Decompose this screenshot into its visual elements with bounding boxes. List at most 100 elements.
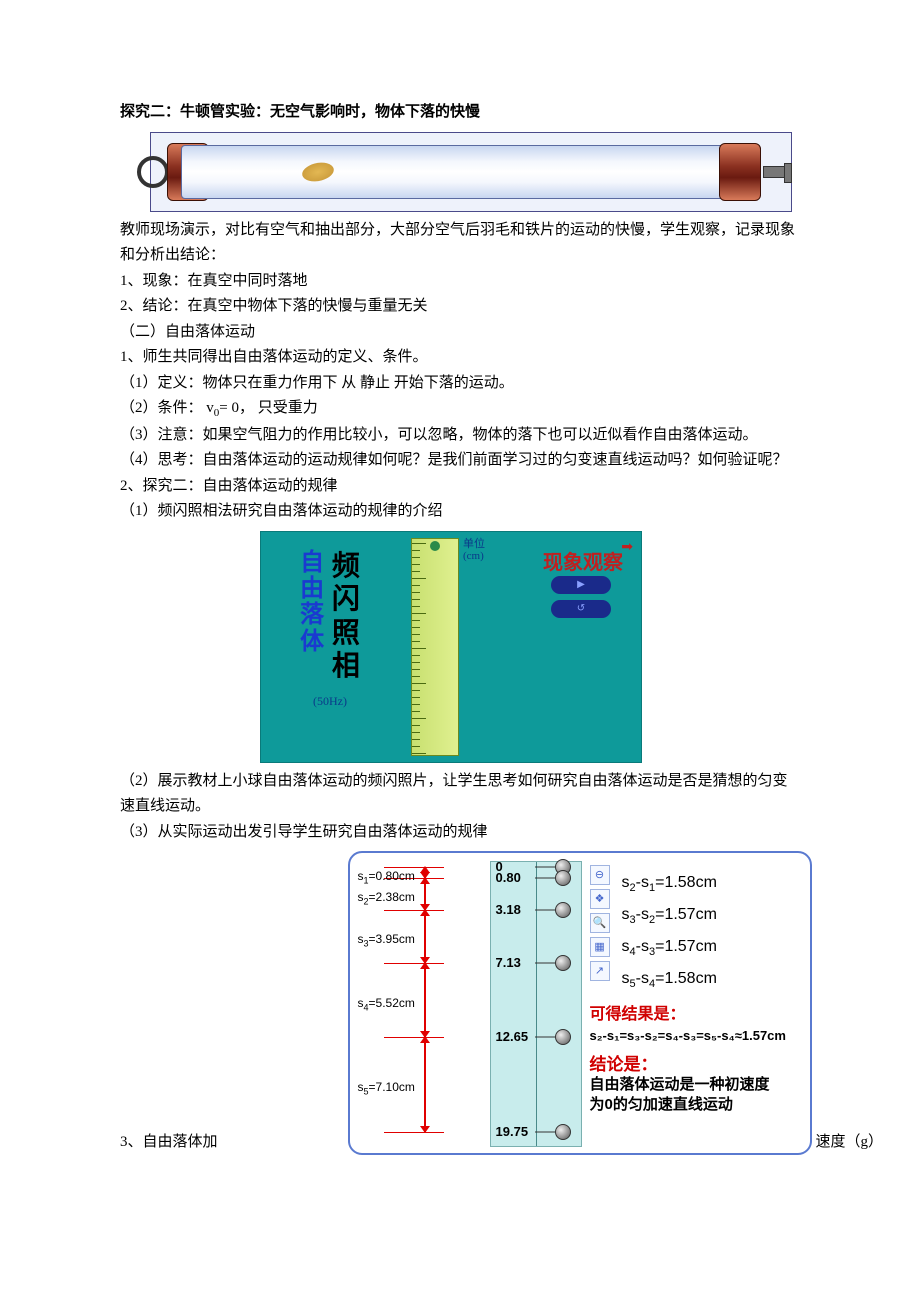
- diff-line: s5-s4=1.58cm: [622, 965, 717, 994]
- position-label: 7.13: [496, 952, 521, 974]
- sec2-2-3: （3）从实际运动出发引导学生研究自由落体运动的规律: [120, 820, 800, 846]
- ruler-tick: [412, 620, 420, 621]
- strobe-title-blue: 自由落体: [300, 550, 324, 656]
- ball-icon: [555, 902, 571, 918]
- sec2-1-1: （1）定义：物体只在重力作用下 从 静止 开始下落的运动。: [120, 371, 800, 397]
- tube-ring-icon: [137, 156, 169, 188]
- tool-icon[interactable]: 🔍: [590, 913, 610, 933]
- red-cross-line: [384, 963, 444, 964]
- red-double-arrow-icon: [424, 878, 426, 910]
- ruler-tick: [412, 564, 420, 565]
- unit-text-1: 单位: [463, 538, 485, 550]
- ruler-tick: [412, 571, 420, 572]
- position-tick: [535, 867, 555, 868]
- ruler-tick: [412, 578, 426, 579]
- sec2-2-2: （2）展示教材上小球自由落体运动的频闪照片，让学生思考如何研究自由落体运动是否是…: [120, 769, 800, 820]
- ruler-tick: [412, 606, 420, 607]
- position-label: 0.80: [496, 867, 521, 889]
- ruler-tick: [412, 746, 420, 747]
- sec2-2: 2、探究二：自由落体运动的规律: [120, 474, 800, 500]
- position-tick: [535, 909, 555, 910]
- sec2-1-2-prefix: （2）条件： v: [120, 400, 214, 416]
- s-label: s4=5.52cm: [358, 993, 415, 1016]
- stroboscope-figure: ➡ 自由落体 频闪照相 (50Hz) 单位 (cm) 现象观察 ▶ ↺: [260, 531, 800, 763]
- conclusion-text-2: 为0的匀加速直线运动: [590, 1096, 733, 1113]
- ruler-tick: [412, 655, 420, 656]
- ruler-center-line: [536, 862, 537, 1146]
- ruler-tick: [412, 662, 420, 663]
- position-tick: [535, 1131, 555, 1132]
- line3-left: 3、自由落体加: [120, 1130, 218, 1156]
- sec2-1-2: （2）条件： v0= 0， 只受重力: [120, 396, 800, 423]
- conclusion-line: 2、结论：在真空中物体下落的快慢与重量无关: [120, 294, 800, 320]
- s-label: s3=3.95cm: [358, 929, 415, 952]
- sec2-1-3: （3）注意：如果空气阻力的作用比较小，可以忽略，物体的落下也可以近似看作自由落体…: [120, 423, 800, 449]
- line3-right: 速度（g）: [816, 1130, 884, 1156]
- ruler-tick: [412, 711, 420, 712]
- conclusion-text: 自由落体运动是一种初速度 为0的匀加速直线运动: [590, 1075, 770, 1114]
- newton-tube-figure: [150, 132, 800, 212]
- ruler-tick: [412, 669, 420, 670]
- ruler-tick: [412, 753, 426, 754]
- strobe-unit-label: 单位 (cm): [463, 538, 485, 562]
- heading-inquiry-2: 探究二：牛顿管实验：无空气影响时，物体下落的快慢: [120, 100, 800, 126]
- strobe-title-black: 频闪照相: [332, 550, 360, 684]
- ball-icon: [555, 870, 571, 886]
- ball-icon: [555, 1029, 571, 1045]
- tool-icon[interactable]: ❖: [590, 889, 610, 909]
- ruler-tick: [412, 690, 420, 691]
- data-figure-wrap: ⊖ ❖ 🔍 ▦ ↗ s2-s1=1.58cm s3-s2=1.57cm s4-s3=1.57…: [348, 851, 812, 1155]
- tool-icon[interactable]: ↗: [590, 961, 610, 981]
- ruler-tick: [412, 648, 426, 649]
- strobe-title-block: 自由落体 频闪照相 (50Hz): [275, 550, 385, 712]
- ruler-tick: [412, 725, 420, 726]
- teacher-demo-text: 教师现场演示，对比有空气和抽出部分，大部分空气后羽毛和铁片的运动的快慢，学生观察…: [120, 218, 800, 269]
- tube-body: [181, 145, 761, 199]
- position-label: 12.65: [496, 1026, 529, 1048]
- tube-nozzle-icon: [763, 166, 787, 178]
- position-tick: [535, 877, 555, 878]
- red-cross-line: [384, 910, 444, 911]
- ball-start-icon: [430, 541, 440, 551]
- ruler-tick: [412, 592, 420, 593]
- sec2-1-4: （4）思考：自由落体运动的运动规律如何呢？是我们前面学习过的匀变速直线运动吗？如…: [120, 448, 800, 474]
- s-label: s1=0.80cm: [358, 866, 415, 889]
- position-tick: [535, 1036, 555, 1037]
- position-tick: [535, 962, 555, 963]
- back-button[interactable]: ↺: [551, 600, 611, 618]
- ruler-tick: [412, 704, 420, 705]
- position-label: 19.75: [496, 1121, 529, 1143]
- play-button[interactable]: ▶: [551, 576, 611, 594]
- newton-tube: [150, 132, 792, 212]
- ruler-tick: [412, 683, 426, 684]
- fig-toolbar: ⊖ ❖ 🔍 ▦ ↗: [590, 865, 610, 981]
- ruler-tick: [412, 739, 420, 740]
- diff-line: s3-s2=1.57cm: [622, 901, 717, 930]
- conclusion-text-1: 自由落体运动是一种初速度: [590, 1076, 770, 1093]
- ruler-tick: [412, 585, 420, 586]
- phenomenon-line: 1、现象：在真空中同时落地: [120, 269, 800, 295]
- ruler-tick: [412, 599, 420, 600]
- ruler-tick: [412, 641, 420, 642]
- strobe-hz-label: (50Hz): [275, 691, 385, 711]
- red-double-arrow-icon: [424, 963, 426, 1037]
- ruler-tick: [412, 697, 420, 698]
- ball-icon: [555, 955, 571, 971]
- red-cross-line: [384, 1132, 444, 1133]
- ball-icon: [555, 1124, 571, 1140]
- s-label: s5=7.10cm: [358, 1077, 415, 1100]
- ruler-tick: [412, 613, 426, 614]
- feather-icon: [300, 159, 336, 185]
- sec2-1: 1、师生共同得出自由落体运动的定义、条件。: [120, 345, 800, 371]
- sec2-2-1: （1）频闪照相法研究自由落体运动的规律的介绍: [120, 499, 800, 525]
- tool-icon[interactable]: ▦: [590, 937, 610, 957]
- result-equation: s₂-s₁=s₃-s₂=s₄-s₃=s₅-s₄≈1.57cm: [590, 1025, 786, 1047]
- diff-line: s4-s3=1.57cm: [622, 933, 717, 962]
- tool-icon[interactable]: ⊖: [590, 865, 610, 885]
- data-figure: ⊖ ❖ 🔍 ▦ ↗ s2-s1=1.58cm s3-s2=1.57cm s4-s3=1.57…: [348, 851, 812, 1155]
- ruler-tick: [412, 543, 426, 544]
- s-label: s2=2.38cm: [358, 887, 415, 910]
- ruler-tick: [412, 676, 420, 677]
- sec2-1-2-suffix: = 0， 只受重力: [219, 400, 317, 416]
- diff-line: s2-s1=1.58cm: [622, 869, 717, 898]
